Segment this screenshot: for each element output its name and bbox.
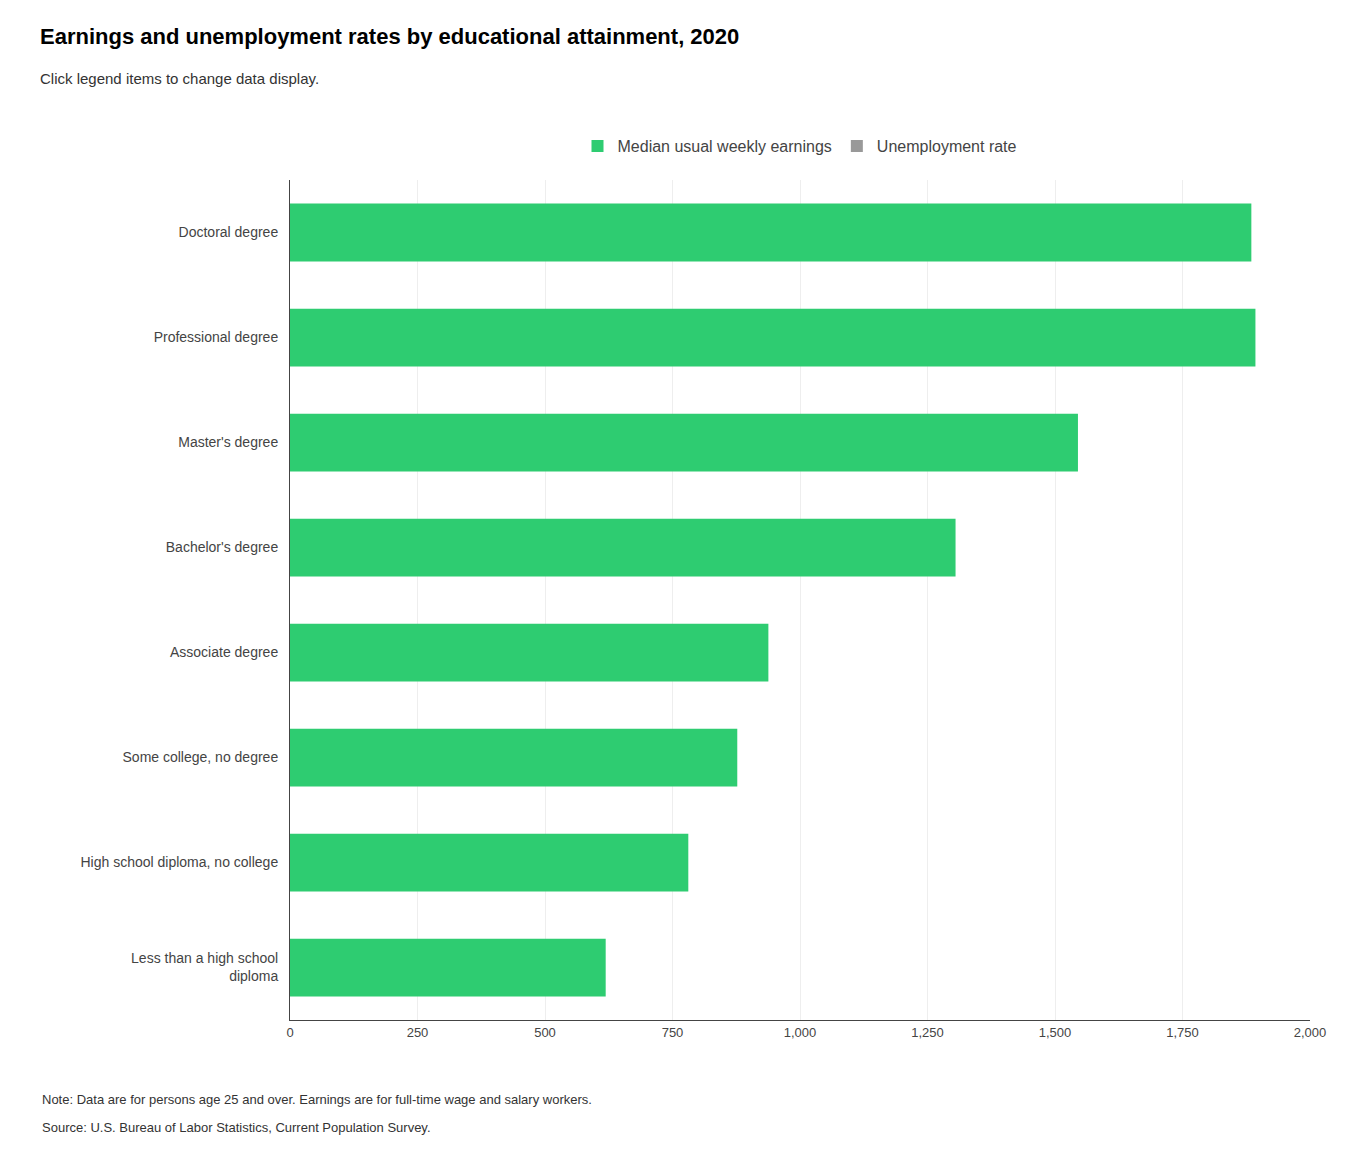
svg-text:Bachelor's degree: Bachelor's degree <box>166 539 279 555</box>
svg-text:1,750: 1,750 <box>1166 1025 1199 1040</box>
svg-text:1,000: 1,000 <box>784 1025 817 1040</box>
svg-text:Master's degree: Master's degree <box>178 434 278 450</box>
svg-text:Source: U.S. Bureau of Labor S: Source: U.S. Bureau of Labor Statistics,… <box>42 1120 431 1135</box>
svg-text:0: 0 <box>286 1025 293 1040</box>
svg-text:750: 750 <box>662 1025 684 1040</box>
svg-text:Some college, no degree: Some college, no degree <box>123 749 279 765</box>
svg-text:Median usual weekly earnings: Median usual weekly earnings <box>618 138 832 155</box>
svg-text:Less than a high schooldiploma: Less than a high schooldiploma <box>131 950 278 984</box>
svg-text:2,000: 2,000 <box>1294 1025 1327 1040</box>
svg-text:Professional degree: Professional degree <box>154 329 279 345</box>
svg-text:250: 250 <box>407 1025 429 1040</box>
svg-text:1,250: 1,250 <box>911 1025 944 1040</box>
svg-text:High school diploma, no colleg: High school diploma, no college <box>81 854 279 870</box>
svg-text:Click legend items to change d: Click legend items to change data displa… <box>40 70 319 87</box>
svg-text:Associate degree: Associate degree <box>170 644 278 660</box>
svg-text:Note: Data are for persons age: Note: Data are for persons age 25 and ov… <box>42 1092 592 1107</box>
svg-text:Unemployment rate: Unemployment rate <box>877 138 1017 155</box>
svg-text:Earnings and unemployment rate: Earnings and unemployment rates by educa… <box>40 24 739 49</box>
svg-text:500: 500 <box>534 1025 556 1040</box>
svg-text:1,500: 1,500 <box>1039 1025 1072 1040</box>
svg-text:Doctoral degree: Doctoral degree <box>179 224 279 240</box>
